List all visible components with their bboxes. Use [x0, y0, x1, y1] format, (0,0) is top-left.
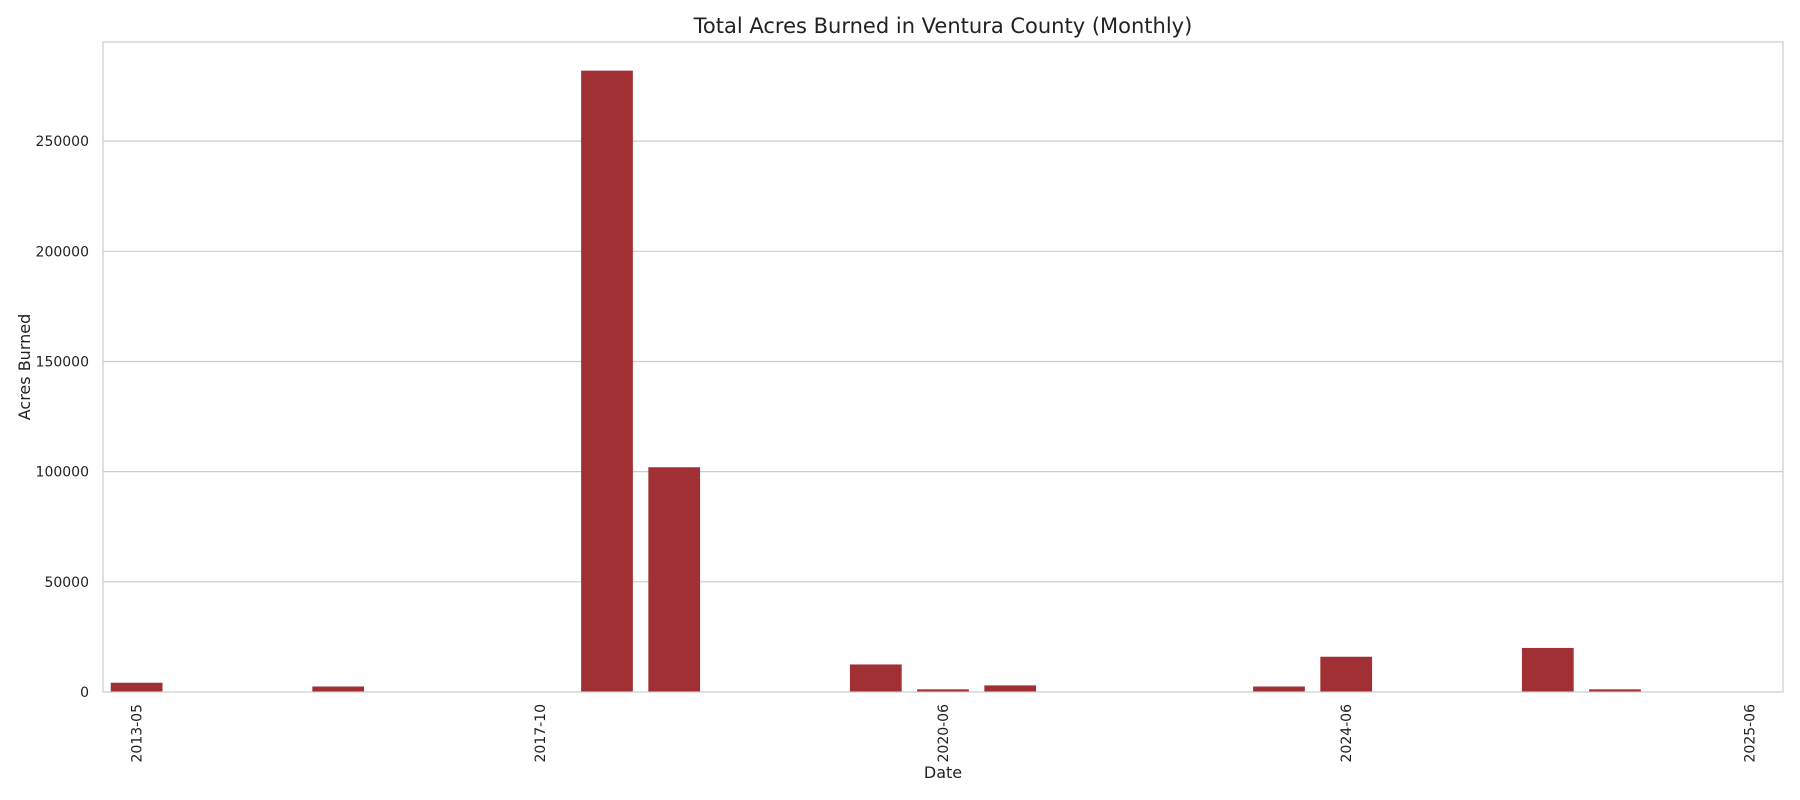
bar-8	[648, 467, 701, 692]
x-axis-label: Date	[924, 763, 962, 782]
gridlines	[103, 140, 1783, 583]
bar-0	[110, 682, 163, 692]
bar-12	[917, 689, 969, 692]
bar-3	[312, 686, 365, 692]
y-tick-label: 150000	[36, 354, 89, 370]
bar-13	[984, 685, 1037, 692]
y-tick-label: 100000	[36, 465, 89, 481]
plot-frame	[102, 41, 1784, 693]
bar-22	[1589, 689, 1641, 692]
y-tick-label: 250000	[36, 134, 89, 150]
y-tick-label: 0	[80, 685, 89, 701]
x-tick-label: 2013-05	[130, 704, 146, 763]
y-tick-label: 200000	[36, 244, 89, 260]
x-tick-label: 2024-06	[1339, 704, 1355, 763]
x-tick-label: 2017-10	[533, 704, 549, 763]
chart-title: Total Acres Burned in Ventura County (Mo…	[693, 14, 1193, 38]
bar-11	[849, 664, 902, 692]
y-axis-label: Acres Burned	[15, 314, 34, 421]
y-tick-label: 50000	[44, 575, 89, 591]
x-tick-label: 2025-06	[1742, 704, 1758, 763]
y-tick-labels: 0 50000 100000 150000 200000 250000	[36, 134, 89, 701]
x-tick-labels: 2013-05 2017-10 2020-06 2024-06 2025-06	[130, 704, 1759, 763]
x-tick-label: 2020-06	[936, 704, 952, 763]
bar-17	[1253, 686, 1305, 692]
bars	[110, 70, 1641, 693]
bar-18	[1320, 656, 1373, 692]
bar-7	[581, 70, 633, 693]
bar-21	[1521, 647, 1574, 692]
